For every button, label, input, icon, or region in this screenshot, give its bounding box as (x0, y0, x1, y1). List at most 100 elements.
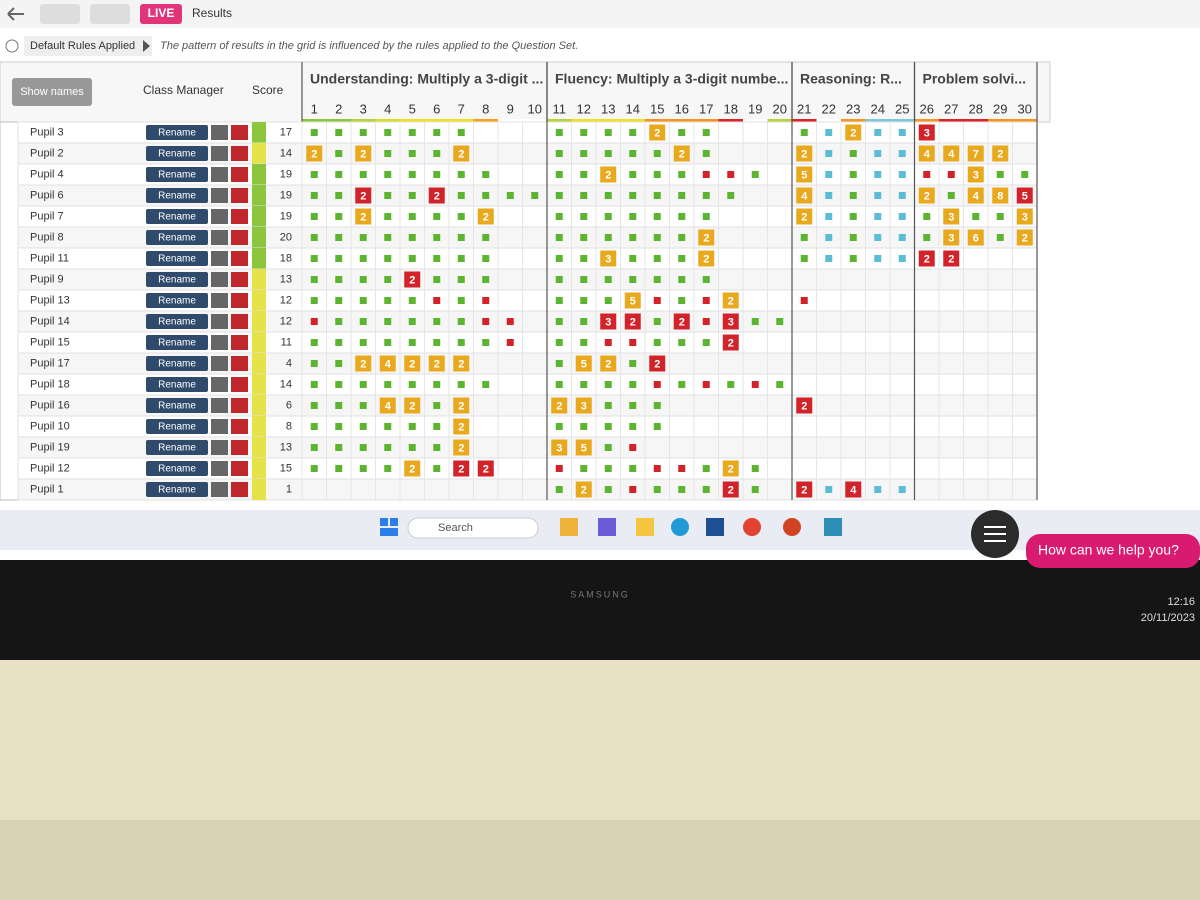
edit-icon[interactable] (211, 167, 228, 182)
delete-icon[interactable] (231, 272, 248, 287)
app-icon[interactable] (783, 518, 801, 536)
rename-button[interactable] (146, 293, 208, 308)
delete-icon[interactable] (231, 419, 248, 434)
delete-icon[interactable] (231, 335, 248, 350)
question-number[interactable]: 1 (311, 101, 318, 116)
rename-button[interactable] (146, 188, 208, 203)
rename-button[interactable] (146, 461, 208, 476)
edit-icon[interactable] (211, 461, 228, 476)
question-number[interactable]: 7 (458, 101, 465, 116)
rename-button[interactable] (146, 167, 208, 182)
rename-button[interactable] (146, 398, 208, 413)
edit-icon[interactable] (211, 230, 228, 245)
question-number[interactable]: 26 (920, 101, 934, 116)
question-number[interactable]: 11 (553, 101, 567, 116)
question-number[interactable]: 29 (993, 101, 1007, 116)
question-number[interactable]: 18 (724, 101, 738, 116)
question-number[interactable]: 16 (675, 101, 689, 116)
info-icon[interactable] (5, 39, 19, 53)
delete-icon[interactable] (231, 293, 248, 308)
question-number[interactable]: 30 (1018, 101, 1032, 116)
delete-icon[interactable] (231, 356, 248, 371)
app-icon[interactable] (824, 518, 842, 536)
delete-icon[interactable] (231, 209, 248, 224)
question-number[interactable]: 25 (895, 101, 909, 116)
delete-icon[interactable] (231, 398, 248, 413)
question-number[interactable]: 28 (969, 101, 983, 116)
delete-icon[interactable] (231, 188, 248, 203)
edit-icon[interactable] (211, 482, 228, 497)
question-number[interactable]: 4 (384, 101, 391, 116)
help-chat[interactable] (1026, 534, 1200, 568)
question-number[interactable]: 12 (577, 101, 591, 116)
question-number[interactable]: 6 (433, 101, 440, 116)
question-number[interactable]: 5 (409, 101, 416, 116)
question-number[interactable]: 27 (944, 101, 958, 116)
rename-button[interactable] (146, 482, 208, 497)
rules-badge[interactable] (24, 36, 152, 56)
rename-button[interactable] (146, 146, 208, 161)
question-number[interactable]: 19 (748, 101, 762, 116)
delete-icon[interactable] (231, 251, 248, 266)
expand-icon[interactable] (40, 4, 80, 24)
edit-icon[interactable] (211, 209, 228, 224)
question-number[interactable]: 10 (528, 101, 542, 116)
search-box[interactable] (407, 517, 539, 539)
rename-button[interactable] (146, 251, 208, 266)
edit-icon[interactable] (211, 356, 228, 371)
edit-icon[interactable] (211, 440, 228, 455)
delete-icon[interactable] (231, 125, 248, 140)
back-arrow[interactable] (7, 7, 24, 21)
question-number[interactable]: 8 (482, 101, 489, 116)
question-number[interactable]: 9 (507, 101, 514, 116)
question-number[interactable]: 3 (360, 101, 367, 116)
start-icon[interactable] (380, 518, 388, 526)
edit-icon[interactable] (211, 251, 228, 266)
edit-icon[interactable] (211, 293, 228, 308)
rename-button[interactable] (146, 272, 208, 287)
question-number[interactable]: 21 (797, 101, 811, 116)
app-icon[interactable] (671, 518, 689, 536)
app-icon[interactable] (560, 518, 578, 536)
app-icon[interactable] (636, 518, 654, 536)
edit-icon[interactable] (211, 398, 228, 413)
edit-icon[interactable] (211, 314, 228, 329)
question-number[interactable]: 24 (871, 101, 885, 116)
rename-button[interactable] (146, 377, 208, 392)
edit-icon[interactable] (211, 377, 228, 392)
app-icon[interactable] (743, 518, 761, 536)
question-number[interactable]: 23 (846, 101, 860, 116)
question-number[interactable]: 14 (626, 101, 640, 116)
rename-button[interactable] (146, 230, 208, 245)
delete-icon[interactable] (231, 146, 248, 161)
delete-icon[interactable] (231, 482, 248, 497)
edit-icon[interactable] (211, 272, 228, 287)
rename-button[interactable] (146, 209, 208, 224)
edit-icon[interactable] (211, 125, 228, 140)
delete-icon[interactable] (231, 461, 248, 476)
delete-icon[interactable] (231, 167, 248, 182)
delete-icon[interactable] (231, 314, 248, 329)
edit-icon[interactable] (211, 419, 228, 434)
show-names-button[interactable] (12, 78, 92, 106)
rename-button[interactable] (146, 125, 208, 140)
rename-button[interactable] (146, 419, 208, 434)
rename-button[interactable] (146, 335, 208, 350)
question-number[interactable]: 2 (335, 101, 342, 116)
question-number[interactable]: 22 (822, 101, 836, 116)
tab-label[interactable]: Results (192, 6, 232, 20)
delete-icon[interactable] (231, 230, 248, 245)
rename-button[interactable] (146, 356, 208, 371)
question-number[interactable]: 13 (601, 101, 615, 116)
app-icon[interactable] (598, 518, 616, 536)
rename-button[interactable] (146, 440, 208, 455)
edit-icon[interactable] (211, 146, 228, 161)
question-number[interactable]: 17 (699, 101, 713, 116)
question-number[interactable]: 20 (773, 101, 787, 116)
edit-icon[interactable] (211, 188, 228, 203)
app-icon[interactable] (706, 518, 724, 536)
gauge-icon[interactable] (90, 4, 130, 24)
edit-icon[interactable] (211, 335, 228, 350)
delete-icon[interactable] (231, 377, 248, 392)
question-number[interactable]: 15 (650, 101, 664, 116)
